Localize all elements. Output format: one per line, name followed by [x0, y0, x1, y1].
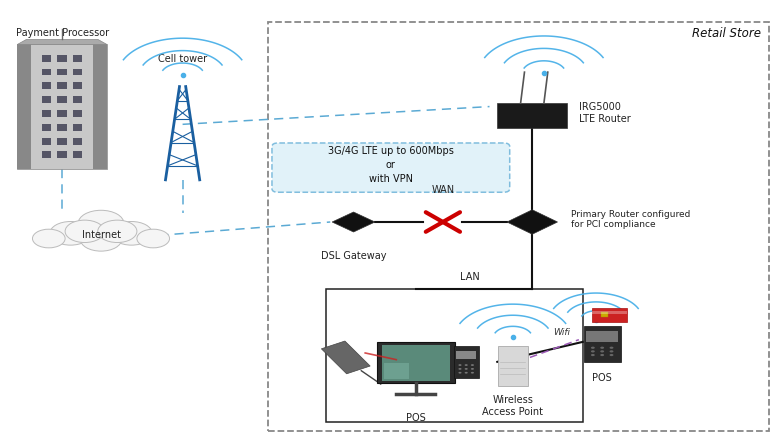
- Circle shape: [458, 364, 462, 366]
- Bar: [326, 289, 583, 422]
- Circle shape: [465, 368, 468, 370]
- Circle shape: [471, 368, 474, 370]
- Bar: [382, 345, 450, 381]
- Bar: [497, 103, 567, 128]
- Text: IRG5000
LTE Router: IRG5000 LTE Router: [579, 103, 631, 124]
- Text: Retail Store: Retail Store: [692, 27, 761, 40]
- Bar: [57, 124, 67, 131]
- Text: 3G/4G LTE up to 600Mbps
or
with VPN: 3G/4G LTE up to 600Mbps or with VPN: [328, 147, 454, 184]
- Bar: [57, 151, 67, 159]
- Circle shape: [609, 350, 614, 353]
- Circle shape: [98, 220, 137, 242]
- Circle shape: [591, 350, 595, 353]
- Circle shape: [609, 347, 614, 349]
- Bar: [593, 308, 628, 322]
- Bar: [42, 151, 51, 159]
- Polygon shape: [333, 212, 375, 232]
- Circle shape: [601, 347, 605, 349]
- Bar: [456, 351, 476, 359]
- Bar: [17, 44, 31, 169]
- Text: Wireless
Access Point: Wireless Access Point: [483, 395, 543, 417]
- Bar: [384, 363, 409, 379]
- Bar: [498, 346, 528, 386]
- Circle shape: [111, 222, 152, 245]
- Circle shape: [33, 229, 65, 248]
- Bar: [57, 138, 67, 145]
- Text: Cell tower: Cell tower: [158, 54, 207, 64]
- Circle shape: [458, 372, 462, 373]
- Circle shape: [458, 368, 462, 370]
- Bar: [42, 68, 51, 75]
- Text: WAN: WAN: [431, 185, 455, 195]
- Bar: [57, 96, 67, 103]
- Text: Primary Router configured
for PCI compliance: Primary Router configured for PCI compli…: [571, 210, 691, 230]
- Circle shape: [601, 350, 605, 353]
- Circle shape: [591, 354, 595, 356]
- Bar: [57, 55, 67, 62]
- Text: Internet: Internet: [82, 230, 120, 240]
- Bar: [454, 346, 479, 378]
- Bar: [584, 326, 621, 362]
- Bar: [42, 55, 51, 62]
- Bar: [42, 138, 51, 145]
- Bar: [377, 342, 455, 384]
- Text: DSL Gateway: DSL Gateway: [321, 251, 386, 261]
- Bar: [593, 311, 628, 314]
- Text: POS: POS: [406, 413, 426, 423]
- Text: Wifi: Wifi: [553, 329, 570, 337]
- Bar: [73, 55, 82, 62]
- Circle shape: [601, 354, 605, 356]
- Bar: [42, 96, 51, 103]
- Circle shape: [471, 372, 474, 373]
- Bar: [601, 312, 608, 317]
- Circle shape: [465, 364, 468, 366]
- Bar: [57, 110, 67, 117]
- Polygon shape: [17, 40, 107, 44]
- Circle shape: [609, 354, 614, 356]
- Circle shape: [137, 229, 169, 248]
- Bar: [93, 44, 107, 169]
- Bar: [268, 22, 769, 431]
- Text: POS: POS: [592, 373, 612, 383]
- Bar: [586, 331, 618, 342]
- Text: Payment Processor: Payment Processor: [16, 28, 109, 38]
- Polygon shape: [507, 210, 558, 234]
- Bar: [57, 83, 67, 89]
- Bar: [73, 83, 82, 89]
- Circle shape: [471, 364, 474, 366]
- FancyBboxPatch shape: [272, 143, 510, 192]
- Bar: [73, 138, 82, 145]
- Circle shape: [465, 372, 468, 373]
- Circle shape: [65, 220, 104, 242]
- Bar: [42, 83, 51, 89]
- Bar: [42, 124, 51, 131]
- Circle shape: [591, 347, 595, 349]
- Bar: [73, 110, 82, 117]
- Circle shape: [50, 222, 91, 245]
- Bar: [73, 124, 82, 131]
- Bar: [73, 96, 82, 103]
- Polygon shape: [322, 341, 370, 374]
- Bar: [57, 68, 67, 75]
- Bar: [73, 68, 82, 75]
- Bar: [73, 151, 82, 159]
- Bar: [17, 44, 107, 169]
- Text: LAN: LAN: [460, 272, 480, 282]
- Bar: [42, 110, 51, 117]
- Circle shape: [78, 210, 124, 236]
- Circle shape: [80, 227, 122, 251]
